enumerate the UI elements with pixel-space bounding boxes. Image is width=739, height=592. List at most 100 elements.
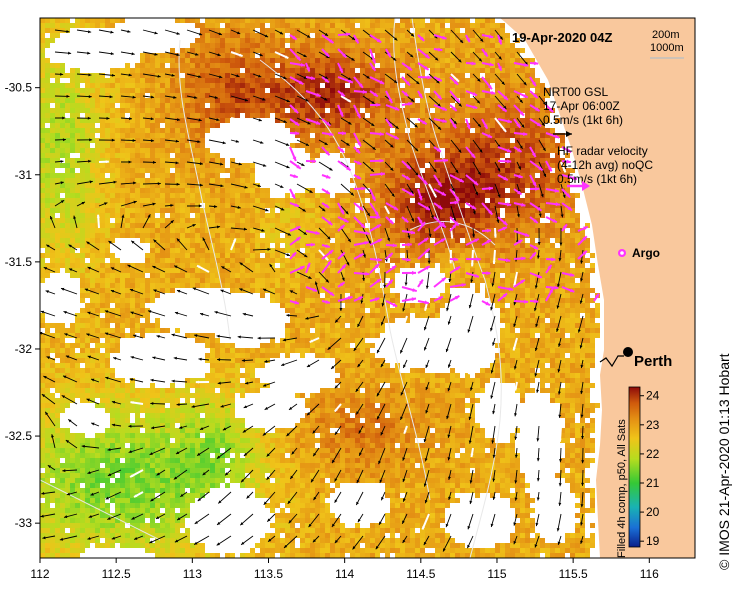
sst-cell xyxy=(430,143,435,148)
sst-cell xyxy=(435,83,440,88)
sst-cell xyxy=(105,113,110,118)
sst-cell xyxy=(335,68,340,73)
sst-cell xyxy=(140,293,145,298)
sst-cell xyxy=(205,38,210,43)
sst-cell xyxy=(545,263,550,268)
sst-cell xyxy=(410,208,415,213)
sst-cell xyxy=(70,178,75,183)
sst-cell xyxy=(230,258,235,263)
sst-cell xyxy=(325,198,330,203)
sst-cell xyxy=(160,153,165,158)
sst-cell xyxy=(155,203,160,208)
sst-cell xyxy=(110,163,115,168)
sst-cell xyxy=(155,268,160,273)
sst-cell xyxy=(250,273,255,278)
sst-cell xyxy=(250,223,255,228)
sst-cell xyxy=(90,268,95,273)
sst-cell xyxy=(260,108,265,113)
sst-cell xyxy=(120,158,125,163)
sst-cell xyxy=(150,228,155,233)
sst-cell xyxy=(45,38,50,43)
sst-cell xyxy=(230,193,235,198)
sst-cell xyxy=(115,18,120,23)
sst-cell xyxy=(75,158,80,163)
sst-cell xyxy=(250,253,255,258)
sst-cell xyxy=(305,93,310,98)
sst-cell xyxy=(220,183,225,188)
sst-cell xyxy=(460,118,465,123)
sst-cell xyxy=(545,88,550,93)
sst-cell xyxy=(335,243,340,248)
sst-cell xyxy=(345,233,350,238)
sst-cell xyxy=(225,178,230,183)
sst-cell xyxy=(140,123,145,128)
sst-cell xyxy=(180,273,185,278)
sst-cell xyxy=(175,108,180,113)
sst-cell xyxy=(450,28,455,33)
sst-cell xyxy=(275,288,280,293)
sst-cell xyxy=(290,53,295,58)
sst-cell xyxy=(70,248,75,253)
sst-cell xyxy=(465,68,470,73)
sst-cell xyxy=(480,193,485,198)
sst-cell xyxy=(445,293,450,298)
sst-cell xyxy=(385,123,390,128)
sst-cell xyxy=(510,153,515,158)
sst-cell xyxy=(130,278,135,283)
sst-cell xyxy=(505,58,510,63)
sst-cell xyxy=(430,223,435,228)
sst-cell xyxy=(325,138,330,143)
sst-cell xyxy=(450,178,455,183)
sst-cell xyxy=(360,273,365,278)
sst-cell xyxy=(165,193,170,198)
sst-cell xyxy=(355,248,360,253)
sst-cell xyxy=(370,128,375,133)
sst-cell xyxy=(345,128,350,133)
sst-cell xyxy=(280,213,285,218)
sst-cell xyxy=(260,263,265,268)
sst-cell xyxy=(275,23,280,28)
sst-cell xyxy=(90,128,95,133)
sst-cell xyxy=(375,133,380,138)
sst-cell xyxy=(40,233,45,238)
sst-cell xyxy=(225,198,230,203)
sst-cell xyxy=(355,43,360,48)
sst-cell xyxy=(520,133,525,138)
sst-cell xyxy=(415,78,420,83)
sst-cell xyxy=(250,163,255,168)
sst-cell xyxy=(95,298,100,303)
sst-cell xyxy=(315,33,320,38)
sst-cell xyxy=(175,253,180,258)
sst-cell xyxy=(150,188,155,193)
sst-cell xyxy=(320,288,325,293)
sst-cell xyxy=(535,98,540,103)
sst-cell xyxy=(50,88,55,93)
sst-cell xyxy=(245,33,250,38)
sst-cell xyxy=(220,38,225,43)
sst-cell xyxy=(480,183,485,188)
sst-cell xyxy=(375,233,380,238)
sst-cell xyxy=(520,268,525,273)
sst-cell xyxy=(55,138,60,143)
sst-cell xyxy=(430,218,435,223)
sst-cell xyxy=(90,183,95,188)
sst-cell xyxy=(190,258,195,263)
sst-cell xyxy=(540,293,545,298)
sst-cell xyxy=(460,273,465,278)
sst-cell xyxy=(540,158,545,163)
sst-cell xyxy=(175,123,180,128)
sst-cell xyxy=(130,178,135,183)
sst-cell xyxy=(110,273,115,278)
sst-cell xyxy=(460,53,465,58)
sst-cell xyxy=(40,258,45,263)
sst-cell xyxy=(430,63,435,68)
sst-cell xyxy=(65,143,70,148)
sst-cell xyxy=(105,123,110,128)
sst-cell xyxy=(315,128,320,133)
sst-cell xyxy=(65,258,70,263)
sst-cell xyxy=(535,183,540,188)
sst-cell xyxy=(200,143,205,148)
sst-cell xyxy=(220,198,225,203)
sst-cell xyxy=(175,228,180,233)
sst-cell xyxy=(485,188,490,193)
